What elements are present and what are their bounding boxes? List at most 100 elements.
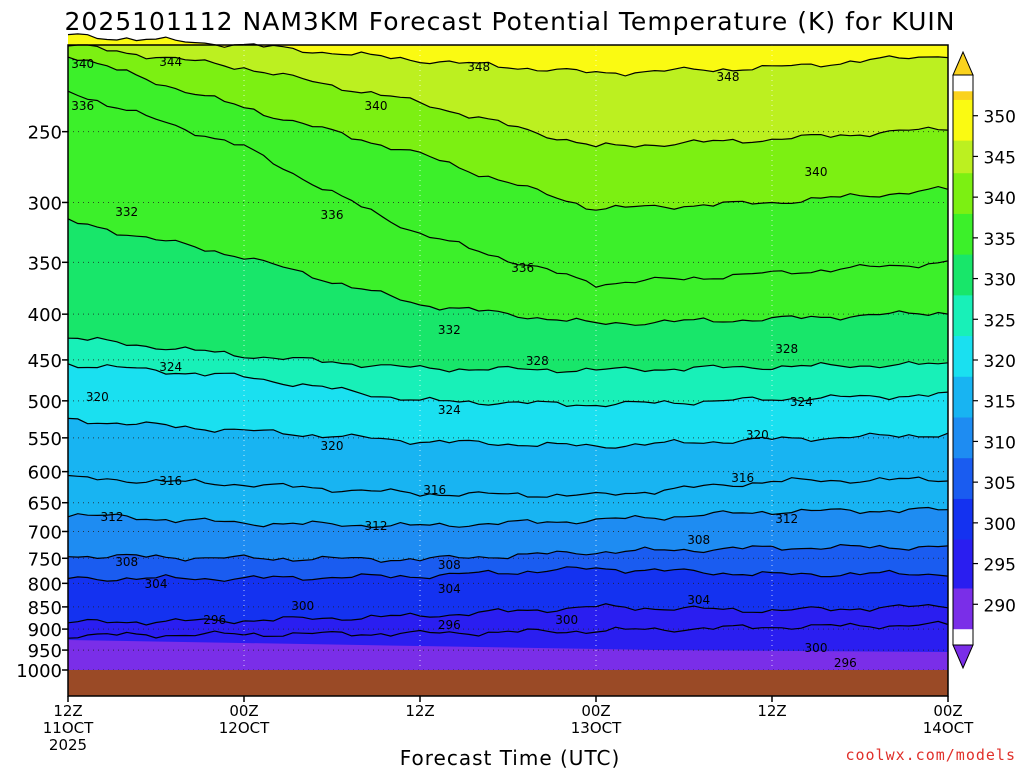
svg-text:324: 324 [159,360,182,374]
contour-label-316-2: 316 [731,471,754,485]
svg-text:312: 312 [775,512,798,526]
svg-text:308: 308 [687,533,710,547]
contour-336 [67,90,949,288]
colorbar-label-340: 340 [984,189,1016,209]
colorbar-segment-310 [953,433,973,442]
colorbar-segment-328 [953,286,973,296]
plot-frame [67,44,949,697]
y-tick-label-350: 350 [28,253,62,274]
svg-text:296: 296 [438,618,461,632]
colorbar-segment-337 [953,213,973,223]
contour-label-328-0: 328 [526,354,549,368]
svg-text:316: 316 [731,471,754,485]
svg-text:344: 344 [159,55,182,69]
colorbar-segment-318 [953,368,973,377]
colorbar-segment-294 [953,563,973,573]
colorbar-label-310: 310 [984,433,1016,453]
colorbar-segment-346 [953,140,973,149]
svg-text:328: 328 [775,342,798,356]
contour-304 [67,566,949,582]
contour-label-324-1: 324 [438,403,461,417]
colorbar-segment-332 [953,254,973,263]
contour-320 [67,417,949,449]
svg-text:336: 336 [511,261,534,275]
colorbar-label-320: 320 [984,352,1016,372]
y-tick-label-850: 850 [28,598,62,619]
colorbar-segment-300 [953,514,973,524]
colorbar-segment-334 [953,237,973,247]
y-tick-label-250: 250 [28,123,62,144]
contour-308 [67,543,949,563]
colorbar-segment-325 [953,311,973,320]
x-tick-label-24-1: 12Z [405,702,434,720]
colorbar-segment-289 [953,604,973,613]
contour-label-348-1: 348 [717,70,740,84]
colorbar-label-325: 325 [984,311,1016,331]
colorbar-segment-314 [953,400,973,410]
colorbar-segment-299 [953,522,973,532]
contour-label-332-0: 332 [115,205,138,219]
colorbar-segment-319 [953,360,973,369]
contour-324 [67,363,949,408]
colorbar-segment-301 [953,506,973,516]
contour-label-300-0: 300 [291,599,314,613]
colorbar-segment-292 [953,579,973,589]
contour-label-300-1: 300 [555,613,578,627]
contour-label-316-0: 316 [159,474,182,488]
colorbar-segment-295 [953,555,973,565]
colorbar-segment-315 [953,392,973,402]
contour-label-304-2: 304 [687,593,710,607]
contour-label-304-1: 304 [438,582,461,596]
y-tick-label-1000: 1000 [16,661,62,682]
y-tick-label-950: 950 [28,641,62,662]
svg-text:332: 332 [438,323,461,337]
watermark: coolwx.com/models [845,746,1016,764]
svg-text:308: 308 [115,555,138,569]
x-tick-label-60-1: 00Z [933,702,962,720]
colorbar-segment-348 [953,123,973,133]
colorbar-segment-342 [953,172,973,182]
colorbar-segment-302 [953,498,973,508]
x-tick-label-36-2: 13OCT [571,719,622,737]
colorbar-segment-333 [953,246,973,255]
svg-text:320: 320 [321,439,344,453]
contour-label-320-2: 320 [746,428,769,442]
svg-text:348: 348 [717,70,740,84]
colorbar-segment-303 [953,490,973,499]
svg-text:336: 336 [71,99,94,113]
colorbar-segment-327 [953,294,973,304]
colorbar-segment-322 [953,335,973,345]
colorbar-segment-316 [953,384,973,394]
svg-text:340: 340 [71,57,94,71]
x-tick-label-0-3: 2025 [49,736,87,754]
y-tick-label-550: 550 [28,429,62,450]
contour-label-296-2: 296 [834,656,857,670]
contour-label-340-0: 340 [71,57,94,71]
svg-text:316: 316 [423,483,446,497]
contour-label-308-0: 308 [115,555,138,569]
y-tick-label-650: 650 [28,494,62,515]
colorbar-label-345: 345 [984,148,1016,168]
colorbar-segment-344 [953,156,973,166]
colorbar-segment-304 [953,482,973,491]
contour-label-312-0: 312 [101,510,124,524]
x-axis-label: Forecast Time (UTC) [400,746,621,768]
colorbar-segment-326 [953,303,973,312]
svg-text:324: 324 [790,395,813,409]
y-tick-label-500: 500 [28,392,62,413]
colorbar-segment-306 [953,465,973,475]
contour-label-344-0: 344 [159,55,182,69]
contour-label-300-2: 300 [805,641,828,655]
colorbar-segment-307 [953,457,973,467]
colorbar-segment-351 [953,99,973,109]
colorbar-label-290: 290 [984,596,1016,616]
y-tick-label-900: 900 [28,620,62,641]
contour-296 [67,620,949,639]
fill-layer-348 [68,33,948,76]
contour-label-328-1: 328 [775,342,798,356]
svg-text:300: 300 [291,599,314,613]
colorbar-segment-288 [953,612,973,622]
svg-text:340: 340 [365,99,388,113]
contour-label-324-0: 324 [159,360,182,374]
